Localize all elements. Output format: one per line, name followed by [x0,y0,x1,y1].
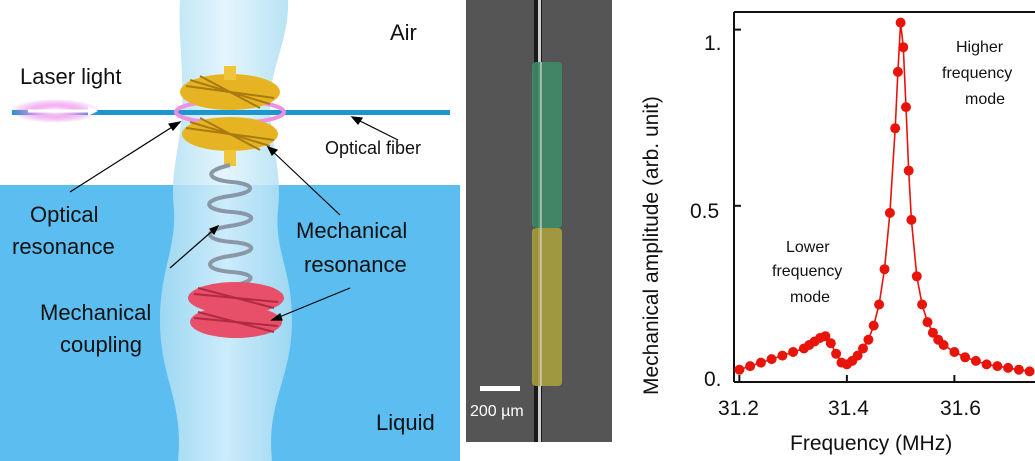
mechanical-resonance-label-2: resonance [304,252,407,277]
ytick-label-05: 0.5 [690,200,719,223]
tick-group [734,28,956,383]
bottom-mechanical-resonator-icon [188,282,284,338]
data-point [922,317,933,328]
series-points [734,17,1035,377]
data-point [868,320,879,331]
scale-bar [480,386,520,391]
optical-res-leader-arrowhead [167,121,182,131]
data-point [927,327,938,338]
data-point [745,361,756,372]
data-point [890,123,901,134]
data-point [788,347,799,357]
ann-lower-1: Lower [786,239,830,256]
ann-higher-1: Higher [956,39,1004,56]
data-point [1024,366,1035,377]
xtick-label-312: 31.2 [718,397,759,420]
micrograph: 200 µm [466,0,612,442]
ann-lower-3: mode [790,289,830,306]
optical-res-leader-line [69,121,181,193]
data-point [1003,362,1014,373]
optical-resonance-label-2: resonance [12,234,115,259]
data-point [949,347,960,357]
data-point [992,361,1003,372]
mechanical-coupling-label-2: coupling [60,332,142,357]
x-axis-label: Frequency (MHz) [790,432,952,455]
mech-res-bottom-leader-line [271,287,351,321]
data-point [917,299,928,310]
air-label: Air [390,20,417,45]
data-point [777,350,788,361]
data-point [970,355,981,366]
ytick-label-0: 0. [704,368,722,391]
scale-label: 200 µm [470,403,524,420]
mechanical-resonance-label-1: Mechanical [296,218,407,243]
data-point [820,331,831,342]
data-point [852,350,863,361]
liquid-label: Liquid [376,410,435,435]
top-mechanical-resonator-icon [180,66,280,166]
laser-label: Laser light [20,64,122,89]
data-point [874,299,885,310]
data-point [879,264,890,275]
fiber-leader-arrowhead [350,116,364,125]
ann-higher-2: frequency [942,65,1012,82]
data-point [884,207,895,218]
mechanical-coupling-label-1: Mechanical [40,300,151,325]
data-point [911,271,922,282]
optical-resonance-label-1: Optical [30,202,98,227]
micrograph-fiber-line-top [540,62,542,386]
data-point [938,340,949,350]
y-axis-label: Mechanical amplitude (arb. unit) [640,96,663,395]
laser-arrowhead [88,106,98,116]
data-point [903,165,914,176]
device-schematic: Air Laser light Optical fiber Optical re… [0,0,460,461]
device-body [160,0,292,461]
mech-res-bottom-leader-arrowhead [270,313,283,321]
data-point [825,338,836,349]
green-segment [532,62,562,228]
data-point [863,334,874,345]
data-point [960,352,971,363]
mech-coupling-leader-line [169,225,219,269]
mech-coupling-leader-arrowhead [209,224,220,236]
mech-res-leader-arrowhead [266,145,279,157]
data-point [901,102,911,113]
data-point [906,214,917,225]
xtick-label-314: 31.4 [828,397,869,420]
ann-lower-2: frequency [772,263,842,280]
data-point [1013,364,1024,375]
data-point [898,42,909,53]
data-point [858,343,868,354]
data-point [734,364,745,375]
yellow-segment [532,228,562,386]
spring-coupling [207,163,254,288]
data-point [766,354,777,365]
data-point [892,66,903,77]
mech-res-leader-line [267,146,341,216]
amplitude-chart: Mechanical amplitude (arb. unit) Frequen… [640,11,1035,455]
fiber-label: Optical fiber [325,138,421,158]
data-point [981,359,992,370]
ann-higher-3: mode [965,91,1005,108]
optical-fiber [12,110,450,115]
data-point [895,17,906,28]
ytick-label-1: 1. [704,32,722,55]
data-point [831,348,842,359]
data-point [755,357,766,368]
xtick-label-316: 31.6 [940,397,981,420]
